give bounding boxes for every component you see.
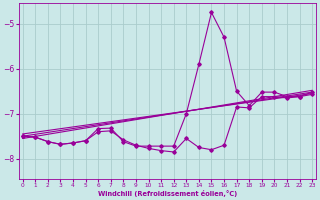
X-axis label: Windchill (Refroidissement éolien,°C): Windchill (Refroidissement éolien,°C) bbox=[98, 190, 237, 197]
